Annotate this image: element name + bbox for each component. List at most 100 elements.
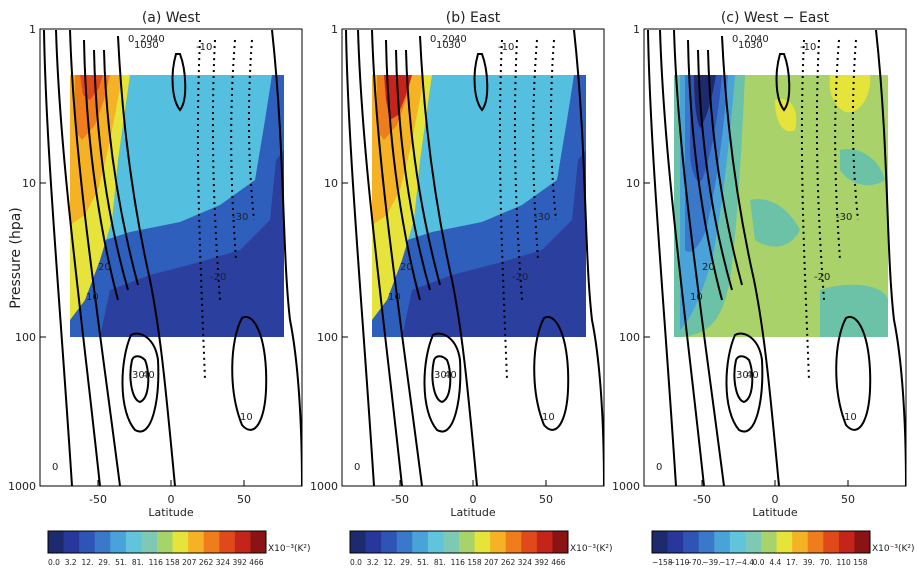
colorbar-unit-label: X10⁻³(K²) [872,544,915,554]
panel-a-contour-7 [117,35,176,486]
panel-a-clabel-9: 20 [98,262,111,273]
colorbar-level-label: 324 [518,558,533,567]
panel-b-shade-low [402,150,586,337]
colorbar-swatch [729,531,746,553]
panel-b-clabel-8: 10 [388,292,401,303]
panel-a-dotted-3 [230,39,237,261]
colorbar-swatch [683,531,700,553]
panel-a-xtick-label-0: 0 [168,493,175,506]
panel-a-clabel-0: 0 [128,34,134,45]
colorbar-swatch [776,531,793,553]
panel-a-contour-east [271,29,302,486]
panel-a-ticks [40,28,245,486]
colorbar-swatch [792,531,809,553]
panel-b-clabel-9: 20 [400,262,413,273]
panel-b-contour-1 [345,29,375,486]
panel-b-contour-3 [371,29,423,486]
panel-c-clabel-1: 10 [738,40,751,51]
panel-a-clabel-6: -20 [210,272,226,283]
panel-a-cell-equator [171,53,187,112]
panel-a-xtick-label-50: 50 [237,493,251,506]
colorbar-swatch [714,531,731,553]
panel-c-clabel-2: 20 [744,34,757,45]
panel-c-clabel-11: 40 [746,370,759,381]
colorbar-swatch [63,531,80,553]
colorbar-swatch [412,531,429,553]
panel-a-contour-4 [83,39,119,301]
panel-b-contour-labels: 0 10 20 30 40 -10 -20 -30 10 20 30 40 10… [354,34,555,473]
colorbar-level-label: 51. [417,558,429,567]
colorbar-level-label: 70. [820,558,832,567]
colorbar-c: −158−110−70.−39.−17.−4.40.0 4.4 17. 39. 70. 1… [651,530,915,567]
colorbar-swatch [365,531,382,553]
colorbar-frame [651,530,871,554]
colorbar-level-label: 29. [400,558,412,567]
colorbar-level-label: 3.2 [65,558,77,567]
colorbar-swatch [94,531,111,553]
panel-c-contour-5 [697,49,733,291]
panel-a-shade-low [100,150,284,337]
panel-c-ytick-label-10: 10 [626,177,640,190]
colorbar-swatch [157,531,174,553]
panel-a-clabel-7: -30 [232,212,248,223]
colorbar-level-label: 4.4 [769,558,781,567]
colorbar-swatch [203,531,220,553]
panel-c-contour-6 [707,49,743,286]
colorbar-swatch [745,531,762,553]
panel-a-contour-6 [103,49,139,286]
colorbar-level-label: −110 [669,558,690,567]
panel-c-title: (c) West − East [721,10,830,26]
colorbar-frame [47,530,267,554]
panel-b-ytick-label-10: 10 [324,177,338,190]
panel-b-ytick-label-1: 1 [331,23,338,36]
colorbar-level-label: 51. [115,558,127,567]
colorbar-level-label: −158 [652,558,673,567]
panel-c-shade-yellow-2 [775,99,797,132]
panel-a-clabel-11: 40 [142,370,155,381]
panel-c-clabel-6: -20 [814,272,830,283]
colorbar-level-label: 12. [384,558,396,567]
panel-b-clabel-3: 30 [448,40,461,51]
colorbar-level-label: 116 [149,558,164,567]
panel-a-contour-5 [93,49,129,291]
colorbar-swatch [234,531,251,553]
colorbar-swatch [823,531,840,553]
colorbar-swatch [396,531,413,553]
panel-b-clabel-2: 20 [442,34,455,45]
panel-c-clabel-10: 30 [736,370,749,381]
colorbar-swatch [125,531,142,553]
panel-a-contour-2 [55,29,101,486]
panel-c-clabel-3: 30 [750,40,763,51]
panel-a-contour-3 [69,29,121,486]
colorbar-level-label: 0.0 [350,558,362,567]
panel-c-cell-equator [775,53,791,112]
colorbar-level-label: 3.2 [367,558,379,567]
colorbar-swatch [443,531,460,553]
panel-b-contour-5 [395,49,431,291]
colorbar-swatch [536,531,553,553]
panel-a-clabel-1: 10 [134,40,147,51]
panel-c-clabel-9: 20 [702,262,715,273]
panel-b-contour-4 [385,39,421,301]
panel-b-jet-inner [431,355,452,404]
colorbar-swatch [381,531,398,553]
colorbar-swatch [807,531,824,553]
colorbar-level-label: 81. [434,558,446,567]
panel-a-jet-inner [129,355,150,404]
panel-a-jet-outer [121,332,160,433]
panel-c-jet-outer [725,332,764,433]
colorbar-unit-label: X10⁻³(K²) [570,544,613,554]
panel-b-dotted-1 [498,39,508,381]
panel-c-shade-teal-2 [820,284,888,337]
colorbar-level-label: 262 [501,558,516,567]
colorbar-level-label: 207 [182,558,197,567]
colorbar-level-label: 262 [199,558,214,567]
colorbar-swatch [761,531,778,553]
panel-b-cell-equator [473,53,489,112]
panel-c-xtick-label-0: 0 [772,493,779,506]
panel-b-contour-2 [357,29,403,486]
colorbar-level-label: 324 [216,558,231,567]
colorbar-level-label: −17. [719,558,737,567]
colorbar-level-label: 392 [534,558,549,567]
panel-a-xlabel: Latitude [148,506,194,519]
